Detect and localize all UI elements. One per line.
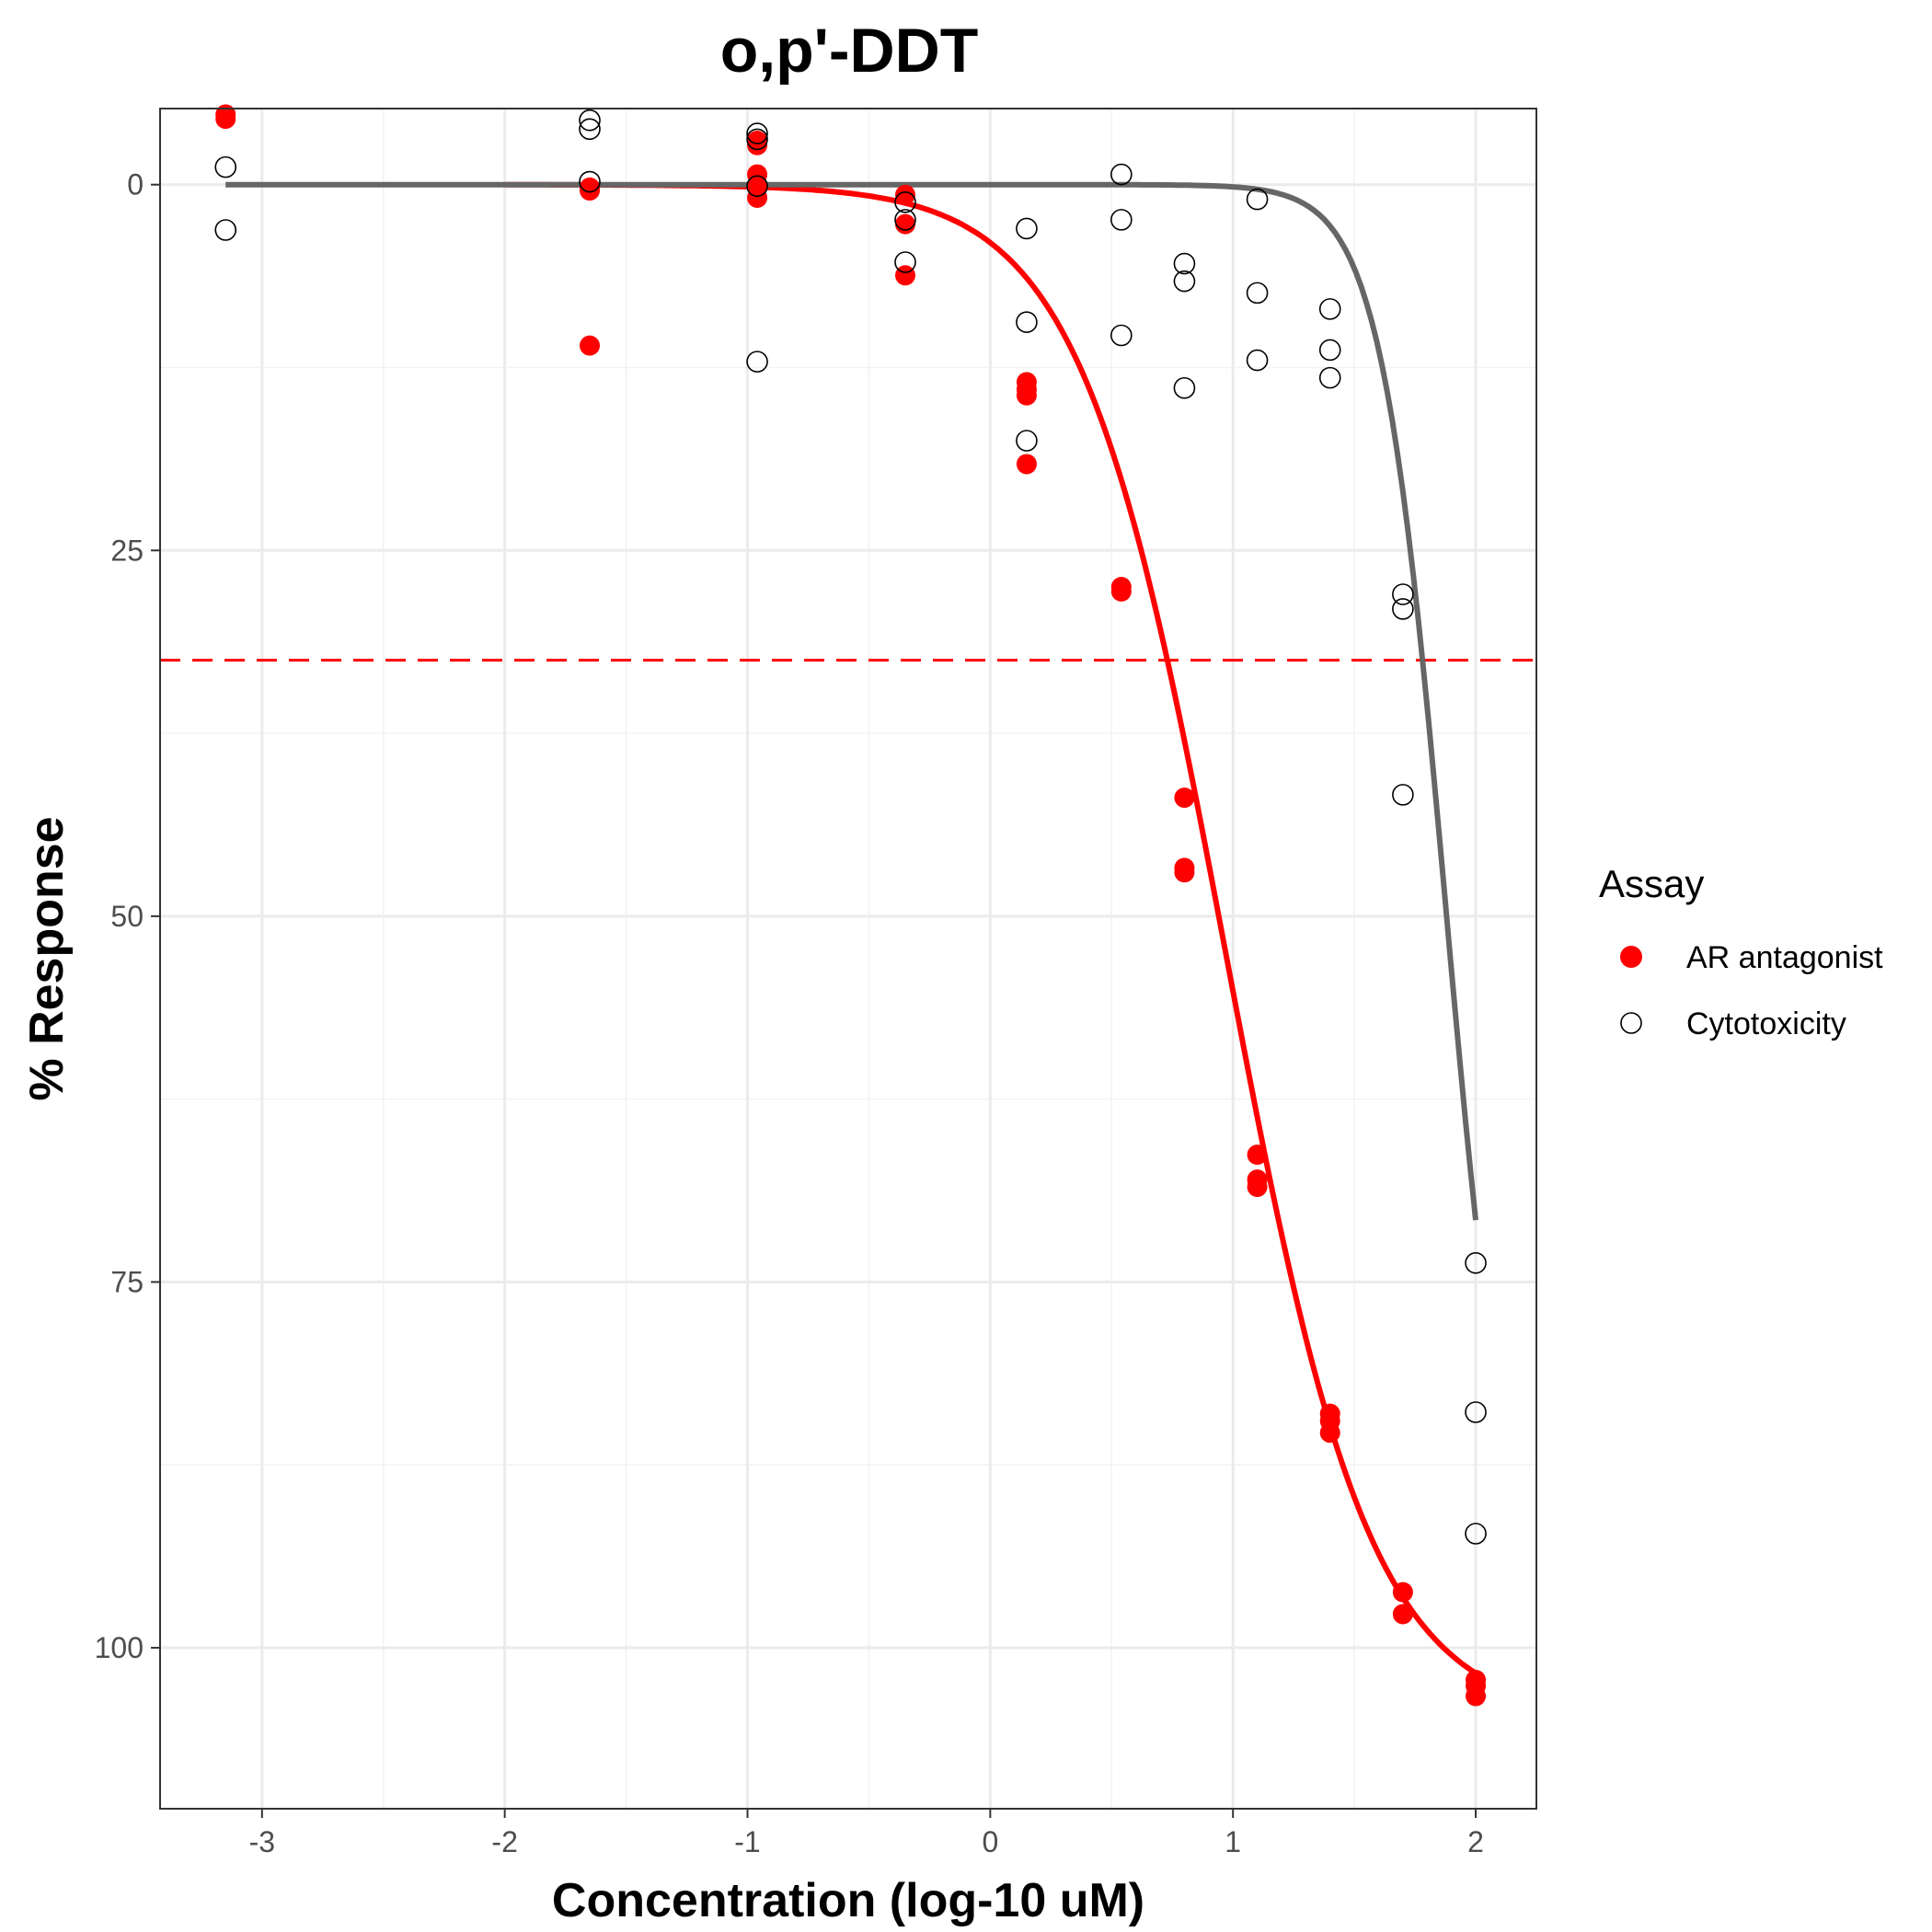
data-point-cytotoxicity xyxy=(579,109,601,132)
data-point-cytotoxicity xyxy=(746,175,768,198)
data-point-cytotoxicity xyxy=(1318,298,1341,320)
data-point-cytotoxicity xyxy=(1173,376,1196,399)
data-point-cytotoxicity xyxy=(1173,270,1196,293)
legend-label-ar-antagonist: AR antagonist xyxy=(1686,940,1883,975)
major-gridlines xyxy=(160,109,1536,1809)
x-tick-label: -2 xyxy=(491,1825,517,1858)
data-point-cytotoxicity xyxy=(746,128,768,151)
data-point-cytotoxicity xyxy=(1318,339,1341,362)
data-point-cytotoxicity xyxy=(1110,324,1133,347)
data-point-cytotoxicity xyxy=(1016,217,1038,240)
legend: Assay AR antagonist Cytotoxicity xyxy=(1599,862,1883,1041)
data-point-cytotoxicity xyxy=(1465,1523,1487,1545)
data-point-cytotoxicity xyxy=(1110,209,1133,231)
data-point-cytotoxicity xyxy=(1392,598,1414,620)
data-point-ar-antagonist xyxy=(895,213,916,235)
data-point-cytotoxicity xyxy=(1392,583,1414,605)
data-point-cytotoxicity xyxy=(1465,1401,1487,1423)
data-point-cytotoxicity xyxy=(1246,282,1269,305)
data-point-ar-antagonist xyxy=(895,184,916,205)
fit-curve-cytotoxicity xyxy=(225,181,1478,1221)
data-point-ar-antagonist xyxy=(1247,1177,1268,1198)
data-point-cytotoxicity xyxy=(1110,163,1133,186)
x-tick-label: 1 xyxy=(1225,1825,1241,1858)
data-point-cytotoxicity xyxy=(579,118,601,141)
data-points xyxy=(214,104,1487,1707)
legend-key-ar-antagonist xyxy=(1620,946,1642,968)
data-point-cytotoxicity xyxy=(1246,188,1269,211)
y-axis-ticks: 0 25 50 75 100 xyxy=(95,168,160,1664)
data-point-ar-antagonist xyxy=(1016,454,1037,475)
data-point-cytotoxicity xyxy=(1016,430,1038,452)
y-tick-label: 100 xyxy=(95,1631,144,1664)
data-point-cytotoxicity xyxy=(1246,349,1269,372)
data-point-cytotoxicity xyxy=(1318,366,1341,389)
fit-curves xyxy=(225,181,1478,1676)
data-point-ar-antagonist xyxy=(1110,581,1132,602)
x-axis-title: Concentration (log-10 uM) xyxy=(552,1874,1144,1927)
legend-label-cytotoxicity: Cytotoxicity xyxy=(1686,1006,1846,1041)
data-point-ar-antagonist xyxy=(895,265,916,286)
data-point-cytotoxicity xyxy=(214,219,237,241)
minor-gridlines xyxy=(160,109,1536,1809)
legend-title: Assay xyxy=(1599,862,1704,905)
data-point-ar-antagonist xyxy=(1016,385,1037,406)
data-point-ar-antagonist xyxy=(1466,1685,1487,1707)
legend-key-cytotoxicity xyxy=(1620,1012,1642,1034)
y-tick-label: 75 xyxy=(110,1265,144,1298)
data-point-cytotoxicity xyxy=(894,209,916,231)
y-axis-title: % Response xyxy=(20,816,74,1100)
plot-border xyxy=(159,108,1537,1810)
x-tick-label: 0 xyxy=(982,1825,998,1858)
data-point-cytotoxicity xyxy=(1016,311,1038,333)
data-point-cytotoxicity xyxy=(214,155,237,178)
y-tick-label: 25 xyxy=(110,534,144,567)
y-tick-label: 0 xyxy=(127,168,144,201)
data-point-cytotoxicity xyxy=(746,351,768,373)
data-point-ar-antagonist xyxy=(747,188,768,209)
data-point-ar-antagonist xyxy=(580,335,601,356)
data-point-cytotoxicity xyxy=(746,122,768,144)
chart-title: o,p'-DDT xyxy=(720,16,979,86)
x-tick-label: -3 xyxy=(249,1825,275,1858)
data-point-cytotoxicity xyxy=(579,170,601,193)
data-point-cytotoxicity xyxy=(894,251,916,273)
data-point-ar-antagonist xyxy=(1174,862,1195,883)
x-axis-ticks: -3 -2 -1 0 1 2 xyxy=(249,1809,1484,1858)
y-tick-label: 50 xyxy=(110,900,144,933)
data-point-cytotoxicity xyxy=(1392,784,1414,806)
data-point-ar-antagonist xyxy=(1392,1581,1413,1603)
data-point-ar-antagonist xyxy=(1174,788,1195,809)
data-point-cytotoxicity xyxy=(1173,252,1196,275)
plot-panel xyxy=(160,109,1536,1809)
x-tick-label: -1 xyxy=(734,1825,760,1858)
data-point-ar-antagonist xyxy=(747,134,768,155)
data-point-ar-antagonist xyxy=(1392,1604,1413,1625)
data-point-cytotoxicity xyxy=(894,190,916,213)
data-point-ar-antagonist xyxy=(1319,1422,1340,1443)
data-point-ar-antagonist xyxy=(1247,1144,1268,1166)
data-point-ar-antagonist xyxy=(580,180,601,201)
data-point-ar-antagonist xyxy=(215,109,236,130)
data-point-cytotoxicity xyxy=(1465,1251,1487,1274)
x-tick-label: 2 xyxy=(1467,1825,1484,1858)
